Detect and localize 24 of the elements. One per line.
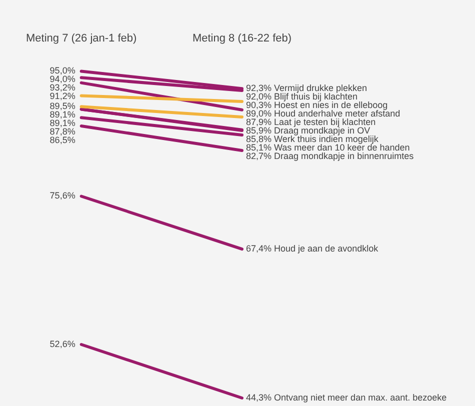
text: 67,4% Houd je aan de avondklok xyxy=(246,244,378,254)
data-label: 52,6% xyxy=(50,338,76,349)
text: 92,0% Blijf thuis bij klachten xyxy=(246,92,358,102)
data-label: 95,0% xyxy=(50,66,76,76)
data-label: 91,2% xyxy=(50,91,76,102)
text: 85,8% Werk thuis indien mogelijk xyxy=(246,134,378,144)
data-label: 87,8% xyxy=(50,126,76,137)
data-label: 75,6% xyxy=(50,190,76,201)
x-tick-label: Meting 7 (26 jan-1 feb) xyxy=(26,32,137,45)
text: 92,3% Vermijd drukke plekken xyxy=(246,83,368,94)
text: 90,3% Hoest en nies in de elleboog xyxy=(246,100,388,110)
text: 85,1% Was meer dan 10 keer de handen xyxy=(246,142,410,153)
text: 85,9% Draag mondkapje in OV xyxy=(246,126,370,136)
x-tick-label: Meting 8 (16-22 feb) xyxy=(192,32,292,45)
data-label: 86,5% xyxy=(50,135,76,146)
data-label: 89,1% xyxy=(50,118,76,128)
data-label: 94,0% xyxy=(50,74,76,84)
data-label: 93,2% xyxy=(50,82,76,93)
text: 44,3% Ontvang niet meer dan max. aant. bezoeke xyxy=(246,392,447,402)
data-label: 89,5% xyxy=(50,101,76,112)
text: 82,7% Draag mondkapje in binnenruimtes xyxy=(246,151,414,162)
text: 89,0% Houd anderhalve meter afstand xyxy=(246,108,400,119)
data-label: 89,1% xyxy=(50,110,76,120)
text: 87,9% Laat je testen bij klachten xyxy=(246,117,376,128)
